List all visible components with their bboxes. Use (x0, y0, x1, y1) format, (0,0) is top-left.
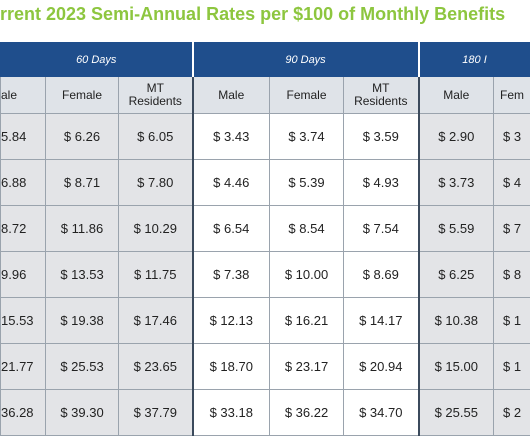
rate-cell: $ 5.59 (417, 205, 495, 252)
rate-cell: $ 20.94 (342, 343, 420, 390)
column-header: Female (45, 76, 119, 114)
column-header: Female (269, 76, 344, 114)
rate-cell: $ 3.43 (191, 113, 270, 160)
rate-cell: $ 2 (493, 389, 530, 436)
group-header: 180 I (418, 42, 530, 77)
rate-cell: $ 33.18 (191, 389, 270, 436)
rate-cell: $ 4 (493, 159, 530, 206)
rate-cell: $ 3.73 (417, 159, 495, 206)
rate-cell: $ 1 (493, 343, 530, 390)
rate-row: 6.88 $ 8.71 $ 7.80 $ 4.46 $ 5.39 $ 4.93 $ 3.73… (0, 159, 530, 206)
rate-cell: $ 3 (493, 113, 530, 160)
rate-cell: $ 8.69 (342, 251, 420, 298)
rate-cell: 21.77 (0, 343, 46, 390)
column-header: MT Residents (342, 76, 420, 114)
column-row: ale Female MT Residents Male Female MT Reside… (0, 76, 530, 114)
column-header: ale (0, 76, 46, 114)
rate-cell: $ 4.46 (191, 159, 270, 206)
group-header: 90 Days (191, 42, 420, 77)
rate-cell: $ 18.70 (191, 343, 270, 390)
rate-row: 9.96 $ 13.53 $ 11.75 $ 7.38 $ 10.00 $ 8.69 $ 6… (0, 251, 530, 298)
rate-cell: $ 37.79 (118, 389, 193, 436)
rate-cell: 36.28 (0, 389, 46, 436)
rate-cell: $ 34.70 (342, 389, 420, 436)
rate-cell: $ 7.80 (118, 159, 193, 206)
rate-cell: $ 25.53 (45, 343, 119, 390)
group-header: 60 Days (0, 42, 194, 77)
title: rrent 2023 Semi-Annual Rates per $100 of… (0, 4, 506, 24)
rate-cell: $ 11.86 (45, 205, 119, 252)
rate-cell: 15.53 (0, 297, 46, 344)
rate-cell: $ 19.38 (45, 297, 119, 344)
rate-cell: $ 10.00 (269, 251, 344, 298)
rate-cell: 6.88 (0, 159, 46, 206)
rate-cell: $ 7.38 (191, 251, 270, 298)
column-header: Male (417, 76, 495, 114)
rate-cell: $ 15.00 (417, 343, 495, 390)
rate-cell: $ 36.22 (269, 389, 344, 436)
rate-cell: $ 3.59 (342, 113, 420, 160)
rate-cell: $ 10.38 (417, 297, 495, 344)
rate-cell: $ 13.53 (45, 251, 119, 298)
column-header: Male (191, 76, 270, 114)
rate-cell: $ 7.54 (342, 205, 420, 252)
rate-cell: $ 14.17 (342, 297, 420, 344)
rate-cell: $ 6.25 (417, 251, 495, 298)
rate-cell: $ 7 (493, 205, 530, 252)
rate-cell: $ 8.71 (45, 159, 119, 206)
rate-cell: $ 10.29 (118, 205, 193, 252)
rate-cell: $ 1 (493, 297, 530, 344)
column-header: Fem (493, 76, 530, 114)
rate-cell: $ 8.54 (269, 205, 344, 252)
rate-cell: $ 11.75 (118, 251, 193, 298)
rate-row: 36.28 $ 39.30 $ 37.79 $ 33.18 $ 36.22 $ 34.70… (0, 389, 530, 436)
rate-cell: $ 6.26 (45, 113, 119, 160)
rate-row: 21.77 $ 25.53 $ 23.65 $ 18.70 $ 23.17 $ 20.94… (0, 343, 530, 390)
group-row: 60 Days 90 Days 180 I (0, 42, 530, 77)
rate-cell: $ 23.65 (118, 343, 193, 390)
rate-row: 15.53 $ 19.38 $ 17.46 $ 12.13 $ 16.21 $ 14.17… (0, 297, 530, 344)
rate-cell: $ 23.17 (269, 343, 344, 390)
rate-cell: $ 4.93 (342, 159, 420, 206)
rate-cell: $ 6.54 (191, 205, 270, 252)
rate-cell: $ 39.30 (45, 389, 119, 436)
rate-cell: $ 25.55 (417, 389, 495, 436)
rate-cell: 8.72 (0, 205, 46, 252)
rate-row: 5.84 $ 6.26 $ 6.05 $ 3.43 $ 3.74 $ 3.59 $ 2.90… (0, 113, 530, 160)
rate-cell: $ 17.46 (118, 297, 193, 344)
rate-cell: $ 5.39 (269, 159, 344, 206)
rate-row: 8.72 $ 11.86 $ 10.29 $ 6.54 $ 8.54 $ 7.54 $ 5.… (0, 205, 530, 252)
rate-cell: $ 6.05 (118, 113, 193, 160)
rate-cell: $ 8 (493, 251, 530, 298)
rate-cell: 5.84 (0, 113, 46, 160)
rate-cell: $ 12.13 (191, 297, 270, 344)
rate-cell: $ 3.74 (269, 113, 344, 160)
rate-cell: $ 2.90 (417, 113, 495, 160)
column-header: MT Residents (118, 76, 193, 114)
rate-cell: $ 16.21 (269, 297, 344, 344)
rate-cell: 9.96 (0, 251, 46, 298)
